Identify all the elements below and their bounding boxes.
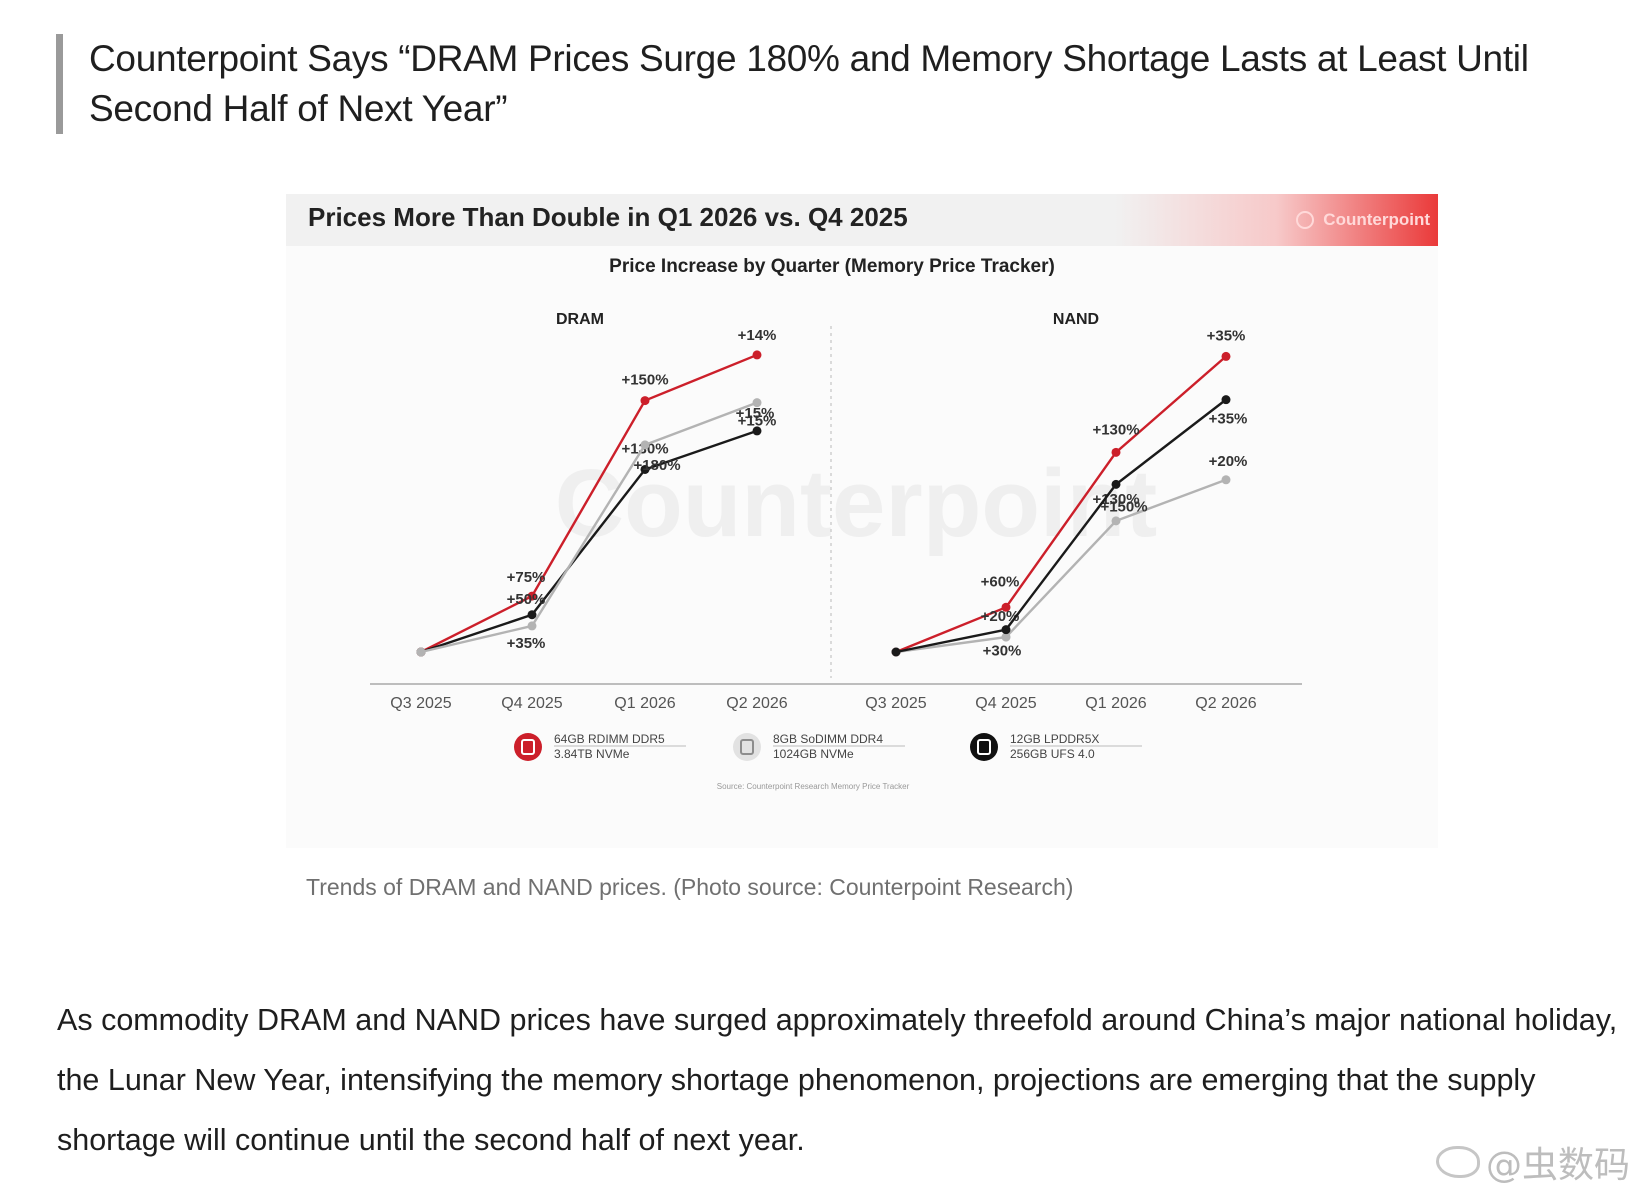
data-label: +150%	[1100, 498, 1147, 515]
legend-label: 64GB RDIMM DDR5	[554, 732, 665, 746]
data-label: +30%	[983, 643, 1022, 660]
weibo-watermark: @虫数码	[1435, 1136, 1630, 1188]
data-point	[1221, 395, 1231, 405]
chart-svg: Counterpoint Price Increase by Quarter (…	[370, 256, 1302, 791]
data-label: +35%	[507, 635, 546, 652]
data-label: +75%	[507, 569, 546, 586]
series-line	[895, 398, 1227, 654]
data-label: +150%	[621, 372, 668, 389]
chart-bg-watermark: Counterpoint	[555, 450, 1158, 557]
data-label: +15%	[738, 413, 777, 430]
memory-chip-icon	[514, 733, 542, 761]
data-point	[527, 591, 537, 601]
figure-header-title: Prices More Than Double in Q1 2026 vs. Q…	[308, 202, 908, 232]
figure-caption: Trends of DRAM and NAND prices. (Photo s…	[306, 874, 1074, 900]
chart-panel-dram: DRAM Q3 2025 Q4 2025 Q1 2026 Q2 2026 +75% +150…	[390, 311, 787, 712]
panel-title: NAND	[1053, 311, 1099, 328]
chart-subtitle: Price Increase by Quarter (Memory Price …	[609, 256, 1055, 277]
data-point	[1001, 602, 1011, 612]
source-note: Source: Counterpoint Research Memory Pri…	[717, 782, 910, 791]
data-point	[891, 647, 901, 657]
chart-figure: Prices More Than Double in Q1 2026 vs. Q…	[286, 194, 1438, 848]
data-label: +60%	[981, 573, 1020, 590]
series-line	[895, 478, 1227, 654]
data-point	[752, 426, 762, 436]
panel-title: DRAM	[556, 311, 604, 328]
data-point	[1221, 351, 1231, 361]
data-point	[1221, 475, 1231, 485]
counterpoint-logo: Counterpoint	[1296, 206, 1430, 234]
data-label: +35%	[1207, 327, 1246, 344]
x-tick-label: Q2 2026	[1195, 695, 1256, 712]
data-point	[1001, 632, 1011, 642]
series-line	[420, 429, 758, 654]
x-tick-label: Q2 2026	[726, 695, 787, 712]
data-point	[640, 440, 650, 450]
data-point	[640, 464, 650, 474]
data-point	[752, 350, 762, 360]
data-label: +180%	[633, 457, 680, 474]
data-point	[1111, 447, 1121, 457]
data-point	[416, 647, 426, 657]
weibo-watermark-text: @虫数码	[1485, 1145, 1630, 1186]
counterpoint-logo-icon	[1296, 211, 1315, 229]
data-point	[1001, 625, 1011, 635]
plot-layer: DRAM Q3 2025 Q4 2025 Q1 2026 Q2 2026 +75% +150…	[390, 311, 1256, 712]
ssd-icon	[733, 733, 761, 761]
data-label: +130%	[1092, 491, 1139, 508]
series-line	[420, 401, 758, 654]
data-label: +20%	[981, 608, 1020, 625]
legend-label: 1024GB NVMe	[773, 747, 854, 761]
x-tick-label: Q4 2025	[975, 695, 1036, 712]
chart-panel-nand: NAND Q3 2025 Q4 2025 Q1 2026 Q2 2026 +60% +130…	[865, 311, 1256, 712]
data-label: +35%	[1209, 411, 1248, 428]
data-label: +20%	[1209, 453, 1248, 470]
x-tick-label: Q4 2025	[501, 695, 562, 712]
weibo-icon	[1435, 1146, 1480, 1178]
x-tick-label: Q1 2026	[614, 695, 675, 712]
data-point	[1111, 516, 1121, 526]
data-label: +50%	[507, 591, 546, 608]
data-label: +14%	[738, 327, 777, 344]
data-label: +15%	[736, 405, 775, 422]
phone-glyph	[977, 739, 991, 755]
data-point	[752, 398, 762, 408]
counterpoint-logo-text: Counterpoint	[1323, 210, 1430, 229]
series-line	[420, 353, 758, 654]
quote-text: Counterpoint Says “DRAM Prices Surge 180…	[89, 38, 1529, 129]
article-paragraph: As commodity DRAM and NAND prices have s…	[57, 1003, 1618, 1157]
x-tick-label: Q1 2026	[1085, 695, 1146, 712]
data-point	[640, 396, 650, 406]
legend-label: 3.84TB NVMe	[554, 747, 630, 761]
data-point	[527, 610, 537, 620]
figure-header: Prices More Than Double in Q1 2026 vs. Q…	[286, 194, 1438, 246]
data-label: +130%	[1092, 421, 1139, 438]
phone-icon	[970, 733, 998, 761]
ssd-glyph	[740, 739, 754, 755]
x-tick-label: Q3 2025	[390, 695, 451, 712]
data-point	[1111, 479, 1121, 489]
x-tick-label: Q3 2025	[865, 695, 926, 712]
legend-label: 8GB SoDIMM DDR4	[773, 732, 883, 746]
legend-label: 12GB LPDDR5X	[1010, 732, 1099, 746]
memory-chip-glyph	[521, 739, 535, 755]
series-line	[895, 355, 1227, 654]
data-point	[527, 621, 537, 631]
blockquote: Counterpoint Says “DRAM Prices Surge 180…	[56, 34, 1640, 134]
legend-label: 256GB UFS 4.0	[1010, 747, 1095, 761]
